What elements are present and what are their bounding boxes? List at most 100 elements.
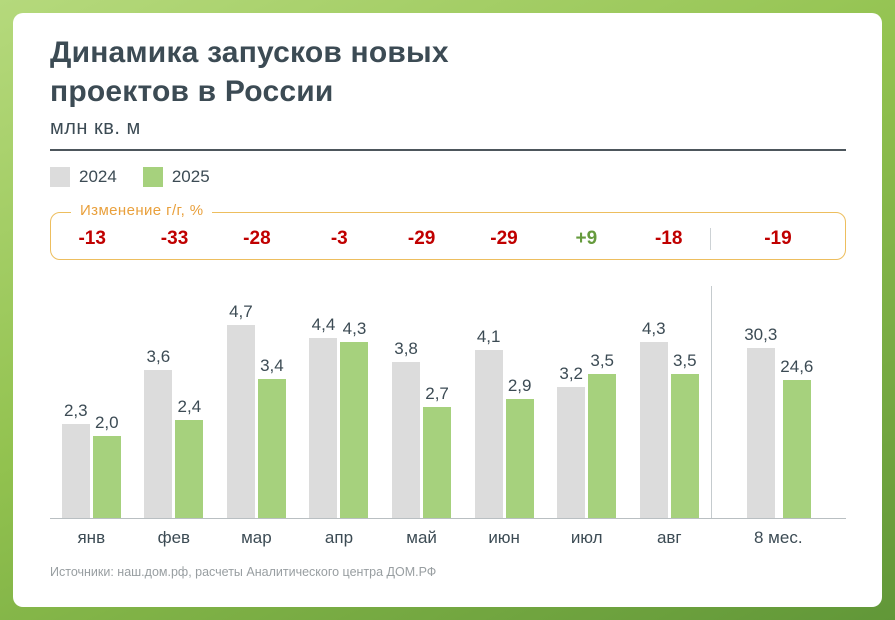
bar-group: 4,7 3,4 <box>215 286 298 518</box>
yoy-change-value: -29 <box>407 228 436 249</box>
category-label: июл <box>570 528 603 547</box>
bar-value-label: 2,9 <box>507 376 532 395</box>
legend-swatch-2025 <box>142 167 163 187</box>
category-label: мар <box>241 528 272 547</box>
legend-item-2024: 2024 <box>50 167 117 187</box>
sources-footnote: Источники: наш.дом.рф, расчеты Аналитиче… <box>50 565 437 579</box>
bar-value-label: 3,4 <box>260 356 284 375</box>
units-subtitle: млн кв. м <box>50 117 141 139</box>
yoy-change-value: -28 <box>243 228 271 249</box>
bar-2024 <box>144 370 173 518</box>
yoy-change-value: -29 <box>490 228 518 249</box>
bar-column: 30,3 <box>744 325 777 518</box>
bar-2024 <box>557 387 586 518</box>
page-title-line2: проектов в России <box>50 75 334 108</box>
bar-2024 <box>226 325 255 518</box>
yoy-change-value: +9 <box>575 228 598 249</box>
yoy-change-value: -33 <box>160 228 189 249</box>
bar-value-label: 2,7 <box>425 384 449 403</box>
bar-column: 2,0 <box>92 413 121 518</box>
bar-column: 3,2 <box>557 364 586 518</box>
bar-value-label: 24,6 <box>780 357 814 376</box>
legend-label-2024: 2024 <box>79 167 117 186</box>
bar-2025 <box>257 379 286 518</box>
bar-column: 2,9 <box>505 376 534 518</box>
category-label: июн <box>488 528 520 547</box>
plot-area: 2,3 2,0 3,6 2,4 4,7 3,4 4,4 4,3 3,8 2,7 4,1 2,9 3,2 3… <box>50 286 846 519</box>
bar-2024 <box>61 424 90 518</box>
bar-value-label: 4,7 <box>229 302 253 321</box>
bar-group: 4,4 4,3 <box>298 286 381 518</box>
bar-value-label: 2,3 <box>63 401 88 420</box>
yoy-change-box-label: Изменение г/г, % <box>71 202 213 219</box>
yoy-change-box: Изменение г/г, % -13 -33 -28 -3 -29 -29 +9 -18-… <box>50 202 846 260</box>
bar-value-label: 3,2 <box>559 364 584 383</box>
category-label: 8 мес. <box>754 528 803 547</box>
bar-column: 4,1 <box>474 327 503 518</box>
bar-value-label: 4,3 <box>342 319 367 338</box>
bar-value-label: 3,6 <box>146 347 171 366</box>
bar-2025 <box>175 420 204 518</box>
legend-item-2025: 2025 <box>142 167 210 187</box>
bar-group: 4,1 2,9 <box>463 286 546 518</box>
bar-column: 4,3 <box>639 319 668 518</box>
bar-group: 3,6 2,4 <box>133 286 216 518</box>
bar-value-label: 3,5 <box>672 351 697 370</box>
bar-column: 2,4 <box>175 397 204 518</box>
bar-value-label: 2,0 <box>94 413 119 432</box>
category-label: май <box>406 528 437 547</box>
bar-column: 4,7 <box>226 302 255 518</box>
category-label: янв <box>77 528 106 547</box>
category-labels-row: янв фев мар апр май июн июл авг 8 мес. <box>50 519 846 548</box>
yoy-change-value: -13 <box>78 228 106 249</box>
bar-2024 <box>474 350 503 518</box>
yoy-change-value: -3 <box>330 228 348 249</box>
bar-group: 3,8 2,7 <box>380 286 463 518</box>
bar-column: 3,4 <box>257 356 286 518</box>
bar-value-label: 4,1 <box>476 327 501 346</box>
bar-2025 <box>670 374 699 518</box>
bar-column: 2,7 <box>423 384 452 518</box>
bar-2024 <box>309 338 338 518</box>
bar-2025 <box>782 380 811 518</box>
category-label: авг <box>656 528 682 547</box>
category-label: фев <box>157 528 191 547</box>
bar-2024 <box>392 362 421 518</box>
bar-column: 4,4 <box>309 315 338 518</box>
legend-swatch-2024 <box>50 167 70 187</box>
bar-value-label: 4,3 <box>641 319 666 338</box>
bar-column: 2,3 <box>61 401 90 518</box>
bar-group: 30,3 24,6 <box>710 286 846 518</box>
bar-value-label: 4,4 <box>311 315 336 334</box>
legend-label-2025: 2025 <box>171 167 210 186</box>
bar-2025 <box>505 399 534 518</box>
chart-card: Динамика запусков новых проектов в Росси… <box>13 13 882 607</box>
change-values-row: -13 -33 -28 -3 -29 -29 +9 -18 -19 <box>51 228 845 250</box>
category-label: апр <box>324 528 354 547</box>
bar-column: 3,5 <box>588 351 617 518</box>
bar-value-label: 3,5 <box>590 351 615 370</box>
bar-column: 3,5 <box>670 351 699 518</box>
bar-2025 <box>423 407 452 518</box>
bar-group: 4,3 3,5 <box>628 286 711 518</box>
bar-column: 3,8 <box>392 339 421 518</box>
bar-group: 2,3 2,0 <box>50 286 133 518</box>
yoy-change-value: -18 <box>654 228 683 249</box>
bar-2025 <box>340 342 369 518</box>
bar-2025 <box>92 436 121 518</box>
bar-2024 <box>639 342 668 518</box>
page-title: Динамика запусков новых проектов в Росси… <box>50 33 846 111</box>
bar-column: 24,6 <box>780 357 813 518</box>
bar-column: 4,3 <box>340 319 369 518</box>
bar-value-label: 2,4 <box>177 397 202 416</box>
yoy-change-value: -19 <box>709 228 845 250</box>
bar-group: 3,2 3,5 <box>545 286 628 518</box>
header-divider <box>50 149 846 151</box>
bar-column: 3,6 <box>144 347 173 518</box>
bar-value-label: 30,3 <box>744 325 778 344</box>
bar-value-label: 3,8 <box>394 339 418 358</box>
page-title-line1: Динамика запусков новых <box>50 36 449 69</box>
bar-2025 <box>588 374 617 518</box>
bar-2024 <box>746 348 775 518</box>
